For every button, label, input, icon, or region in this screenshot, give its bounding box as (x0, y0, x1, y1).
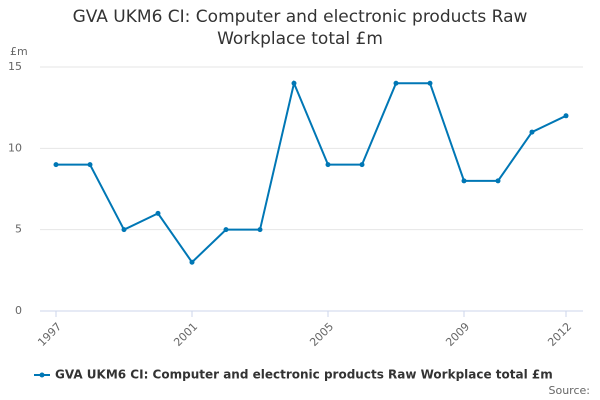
point (495, 178, 501, 184)
x-tick-label: 1997 (35, 320, 64, 349)
point (121, 227, 127, 233)
series-line (56, 80, 567, 264)
point (155, 210, 161, 216)
point (291, 80, 297, 86)
point (563, 113, 569, 119)
point (53, 162, 59, 168)
point (359, 162, 365, 168)
point (87, 162, 93, 168)
point (461, 178, 467, 184)
chart-title: GVA UKM6 CI: Computer and electronic pro… (72, 7, 528, 49)
legend-label[interactable]: GVA UKM6 CI: Computer and electronic pro… (55, 368, 553, 382)
point (257, 227, 263, 233)
point (325, 162, 331, 168)
x-tick-label: 2009 (443, 320, 472, 349)
point (529, 129, 535, 135)
x-tick-label: 2005 (307, 320, 336, 349)
point (427, 80, 433, 86)
y-tick-label: 15 (8, 60, 22, 73)
legend-marker (39, 372, 45, 378)
source: Source: (549, 384, 591, 397)
point (393, 80, 399, 86)
x-tick-label: 2001 (171, 320, 200, 349)
y-tick-label: 0 (15, 304, 22, 317)
y-axis-label: £m (10, 45, 28, 58)
y-tick-label: 10 (8, 141, 22, 154)
point (189, 259, 195, 265)
y-tick-label: 5 (15, 223, 22, 236)
point (223, 227, 229, 233)
x-tick-label: 2012 (545, 320, 574, 349)
